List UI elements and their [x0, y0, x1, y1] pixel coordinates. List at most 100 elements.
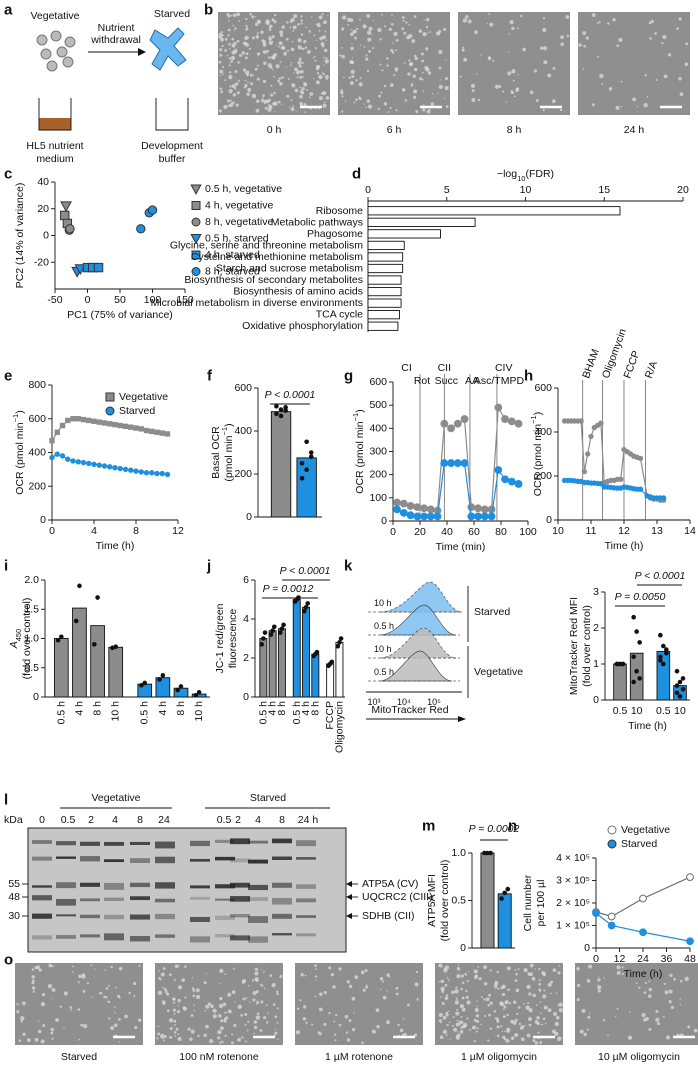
cell-speck — [589, 1013, 591, 1015]
data-point — [674, 668, 680, 674]
cell-speck — [300, 19, 304, 22]
cell-speck — [285, 37, 289, 41]
cell-speck — [246, 92, 250, 96]
arrow-head — [346, 913, 352, 919]
cell-speck — [444, 76, 449, 81]
cell-speck — [444, 98, 446, 100]
cell-speck — [300, 33, 304, 36]
cell-speck — [527, 1016, 533, 1022]
cell-speck — [339, 54, 342, 57]
cell-speck — [222, 66, 225, 69]
cell-speck — [588, 964, 593, 969]
cell-speck — [195, 988, 200, 993]
cell-speck — [650, 19, 654, 24]
band — [155, 898, 175, 903]
band — [190, 885, 210, 889]
arrow-head — [346, 881, 352, 887]
y-axis-label: (fold over control) — [439, 860, 451, 942]
text-part: OCR (pmol min — [354, 421, 366, 494]
cell-speck — [297, 45, 299, 47]
text-part: ) — [14, 410, 26, 414]
cell-speck — [390, 49, 394, 53]
bar — [367, 229, 441, 239]
cell-speck — [364, 969, 368, 973]
band — [190, 936, 210, 943]
cell-speck — [452, 1024, 454, 1027]
cell-speck — [307, 49, 311, 54]
event-label: Rot — [414, 375, 430, 387]
cell-speck — [579, 1029, 584, 1034]
y-axis-label: (fold over control) — [21, 598, 33, 680]
data-point — [304, 467, 309, 473]
cell-speck — [668, 989, 673, 994]
marker — [453, 459, 462, 467]
cell-speck — [445, 59, 447, 61]
data-point — [634, 668, 639, 674]
cell-speck — [268, 98, 271, 101]
cell-speck — [77, 981, 80, 984]
cell-speck — [548, 1010, 551, 1012]
cell-speck — [421, 59, 425, 63]
cell-speck — [313, 34, 316, 37]
marker — [467, 512, 476, 521]
cell-speck — [302, 75, 305, 78]
x-tick-label: 0 — [49, 525, 55, 537]
category-label: 8 h — [309, 701, 321, 716]
cell-speck — [654, 32, 657, 35]
cell-speck — [473, 969, 478, 974]
cell-speck — [326, 78, 328, 81]
band — [190, 916, 210, 922]
cell-speck — [644, 74, 647, 77]
cell-speck — [379, 63, 382, 66]
beaker — [155, 98, 189, 131]
cell-speck — [299, 101, 303, 106]
data-point — [664, 647, 669, 652]
y-tick-label: 1 × 10⁵ — [556, 920, 590, 932]
cell-speck — [460, 1015, 463, 1018]
cell-speck — [395, 992, 399, 996]
cell-speck — [316, 65, 321, 70]
cell-speck — [289, 64, 292, 67]
cell-speck — [560, 35, 564, 40]
marker — [96, 462, 102, 468]
cell-speck — [233, 41, 237, 46]
cell-speck — [555, 1015, 560, 1020]
cell-speck — [442, 1029, 448, 1034]
cell-speck — [483, 998, 486, 1001]
cell-speck — [460, 987, 463, 991]
marker — [598, 481, 604, 487]
band — [130, 841, 150, 845]
cell-speck — [318, 1007, 323, 1012]
marker — [143, 427, 150, 434]
data-point — [637, 640, 642, 645]
y-tick-label: 0 — [243, 691, 249, 703]
cell-speck — [620, 106, 623, 108]
cell-speck — [540, 46, 544, 50]
cell-speck — [157, 1025, 160, 1028]
cell-speck — [234, 82, 239, 86]
text-part: A — [8, 641, 20, 649]
band-label: SDHB (CII) — [362, 910, 415, 922]
cell-speck — [260, 1000, 264, 1004]
cell-speck — [280, 103, 283, 106]
cell-speck — [540, 1012, 542, 1015]
cell-speck — [445, 1013, 449, 1017]
group-label: CI — [401, 362, 412, 374]
marker — [133, 425, 139, 431]
x-tick-label: 0 — [85, 294, 91, 306]
cell-speck — [276, 1021, 279, 1024]
cell-speck — [246, 1029, 249, 1032]
cell-speck — [325, 57, 328, 60]
data-point — [308, 454, 314, 460]
cell-speck — [487, 1003, 491, 1007]
cell-speck — [627, 1035, 633, 1040]
y-axis-label: fluorescence — [227, 609, 239, 669]
cell-speck — [341, 27, 345, 31]
marker — [54, 429, 60, 435]
cell-speck — [228, 89, 233, 94]
x-axis-label: PC1 (75% of variance) — [67, 309, 173, 321]
cell-speck — [542, 17, 546, 20]
cell-speck — [497, 987, 500, 990]
marker — [413, 503, 422, 512]
cell-speck — [441, 1002, 445, 1006]
